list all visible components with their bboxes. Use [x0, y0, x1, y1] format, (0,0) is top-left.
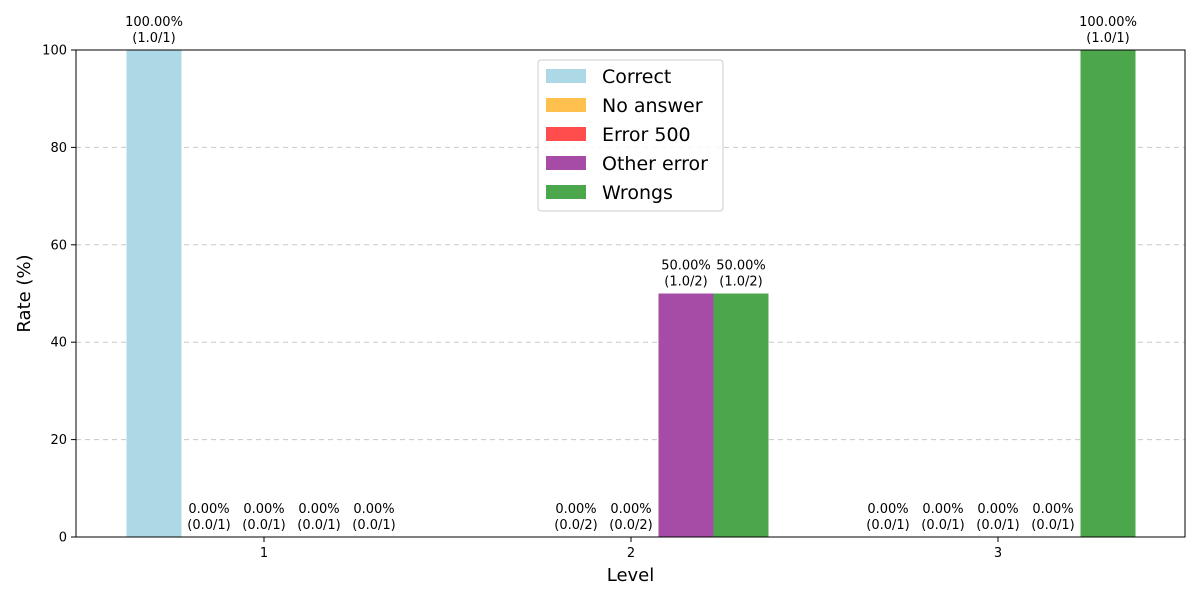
axis-ticks: 0 20 40 60 80 100 1 2 3 [42, 44, 1002, 562]
y-tick-label: 40 [50, 336, 67, 351]
legend: Correct No answer Error 500 Other error Wron… [537, 59, 724, 212]
x-tick-label: 2 [627, 546, 635, 561]
data-label-percent: 0.00% [353, 502, 394, 517]
bar-wrongs [713, 293, 769, 537]
data-label-percent: 100.00% [125, 15, 183, 30]
y-tick-label: 0 [59, 531, 67, 546]
data-label-ratio: (1.0/1) [132, 31, 175, 46]
data-label-ratio: (1.0/1) [1086, 31, 1129, 46]
bar-other-error [658, 293, 714, 537]
bar-correct [126, 50, 182, 537]
legend-swatch [546, 156, 586, 170]
data-label-ratio: (0.0/2) [554, 518, 597, 533]
data-label-percent: 0.00% [298, 502, 339, 517]
legend-swatch [546, 127, 586, 141]
y-tick-label: 60 [50, 238, 67, 253]
data-label-percent: 0.00% [555, 502, 596, 517]
legend-frame [537, 59, 724, 212]
bar-wrongs [1080, 50, 1136, 537]
data-label-ratio: (0.0/1) [921, 518, 964, 533]
y-tick-label: 100 [42, 44, 67, 59]
data-label-percent: 0.00% [610, 502, 651, 517]
data-label-ratio: (0.0/1) [1031, 518, 1074, 533]
x-tick-label: 1 [260, 546, 268, 561]
data-label-percent: 0.00% [188, 502, 229, 517]
data-label-percent: 50.00% [716, 259, 766, 274]
data-label-percent: 0.00% [1032, 502, 1073, 517]
legend-label: Other error [602, 153, 708, 175]
data-label-ratio: (0.0/1) [297, 518, 340, 533]
data-label-percent: 0.00% [922, 502, 963, 517]
bars [126, 50, 1136, 537]
y-tick-label: 80 [50, 141, 67, 156]
y-axis-title: Rate (%) [14, 254, 35, 332]
data-label-ratio: (1.0/2) [719, 275, 762, 290]
data-label-ratio: (0.0/2) [609, 518, 652, 533]
y-tick-label: 20 [50, 433, 67, 448]
data-label-ratio: (0.0/1) [187, 518, 230, 533]
x-tick-label: 3 [994, 546, 1002, 561]
data-label-percent: 50.00% [661, 259, 711, 274]
x-axis-title: Level [607, 565, 655, 586]
legend-swatch [546, 69, 586, 83]
data-label-percent: 0.00% [243, 502, 284, 517]
grid-lines [76, 146, 1185, 441]
data-label-ratio: (0.0/1) [976, 518, 1019, 533]
legend-label: Wrongs [602, 182, 673, 204]
data-label-percent: 0.00% [867, 502, 908, 517]
data-label-percent: 0.00% [977, 502, 1018, 517]
legend-swatch [546, 185, 586, 199]
legend-label: Correct [602, 66, 671, 88]
data-label-percent: 100.00% [1079, 15, 1137, 30]
legend-swatch [546, 98, 586, 112]
data-label-ratio: (0.0/1) [352, 518, 395, 533]
legend-label: No answer [602, 95, 703, 117]
data-label-ratio: (1.0/2) [664, 275, 707, 290]
data-label-ratio: (0.0/1) [866, 518, 909, 533]
data-label-ratio: (0.0/1) [242, 518, 285, 533]
data-labels: 100.00%(1.0/1)0.00%(0.0/1)0.00%(0.0/1)0.… [125, 15, 1137, 533]
legend-label: Error 500 [602, 124, 691, 146]
